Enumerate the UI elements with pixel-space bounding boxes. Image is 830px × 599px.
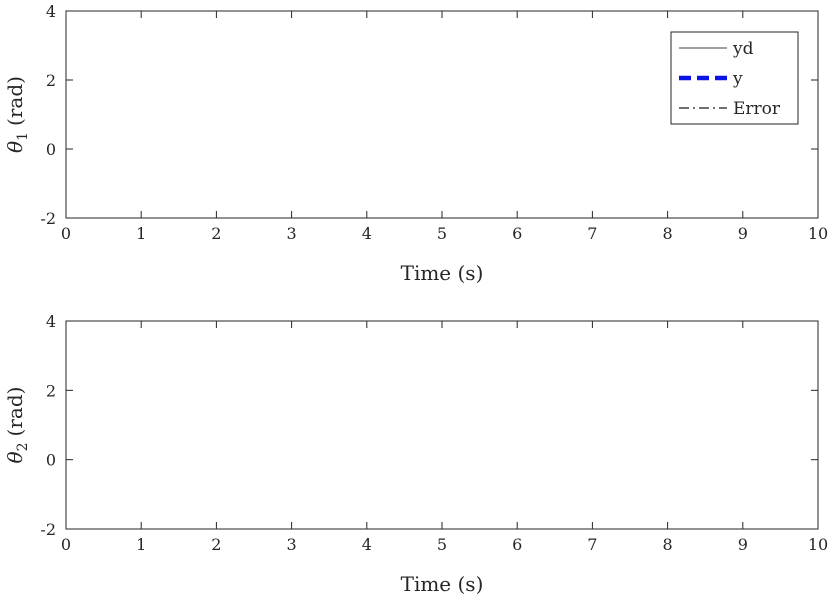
x-tick-label: 9 [738, 224, 748, 243]
legend-label-error: Error [733, 99, 781, 119]
x-tick-label: 8 [663, 224, 673, 243]
x-tick-label: 1 [136, 535, 146, 554]
x-tick-label: 10 [808, 224, 828, 243]
y-axis-unit: (rad) [3, 76, 27, 126]
y-tick-label: 4 [46, 312, 56, 331]
y-axis-subscript: 1 [15, 132, 31, 141]
x-tick-label: 0 [61, 224, 71, 243]
legend-label-y: y [732, 69, 743, 89]
y-tick-label: 4 [46, 2, 56, 21]
y-tick-label: 0 [46, 140, 56, 159]
y-axis-subscript: 2 [15, 442, 31, 451]
x-tick-label: 0 [61, 535, 71, 554]
x-tick-label: 5 [437, 224, 447, 243]
legend-label-yd: yd [732, 39, 754, 59]
x-tick-label: 4 [362, 224, 372, 243]
x-tick-label: 3 [287, 535, 297, 554]
y-tick-label: 0 [46, 451, 56, 470]
x-tick-label: 2 [211, 535, 221, 554]
y-tick-label: 2 [46, 71, 56, 90]
x-tick-label: 6 [512, 224, 522, 243]
y-axis-label: θ2 (rad) [3, 387, 31, 464]
x-tick-label: 7 [587, 224, 597, 243]
y-axis-symbol: θ [3, 451, 27, 463]
y-axis-label: θ1 (rad) [3, 76, 31, 153]
y-tick-label: -2 [40, 209, 56, 228]
x-tick-label: 3 [287, 224, 297, 243]
x-tick-label: 2 [211, 224, 221, 243]
x-axis-label: Time (s) [401, 572, 484, 596]
x-tick-label: 9 [738, 535, 748, 554]
x-tick-label: 7 [587, 535, 597, 554]
x-axis-label: Time (s) [401, 261, 484, 285]
x-tick-label: 10 [808, 535, 828, 554]
y-tick-label: 2 [46, 381, 56, 400]
y-tick-label: -2 [40, 520, 56, 539]
legend: yd y Error [670, 31, 799, 125]
y-axis-unit: (rad) [3, 387, 27, 437]
x-tick-label: 5 [437, 535, 447, 554]
x-tick-label: 1 [136, 224, 146, 243]
y-axis-symbol: θ [3, 141, 27, 153]
x-tick-label: 4 [362, 535, 372, 554]
axes-box [65, 320, 819, 530]
x-tick-label: 6 [512, 535, 522, 554]
x-tick-label: 8 [663, 535, 673, 554]
